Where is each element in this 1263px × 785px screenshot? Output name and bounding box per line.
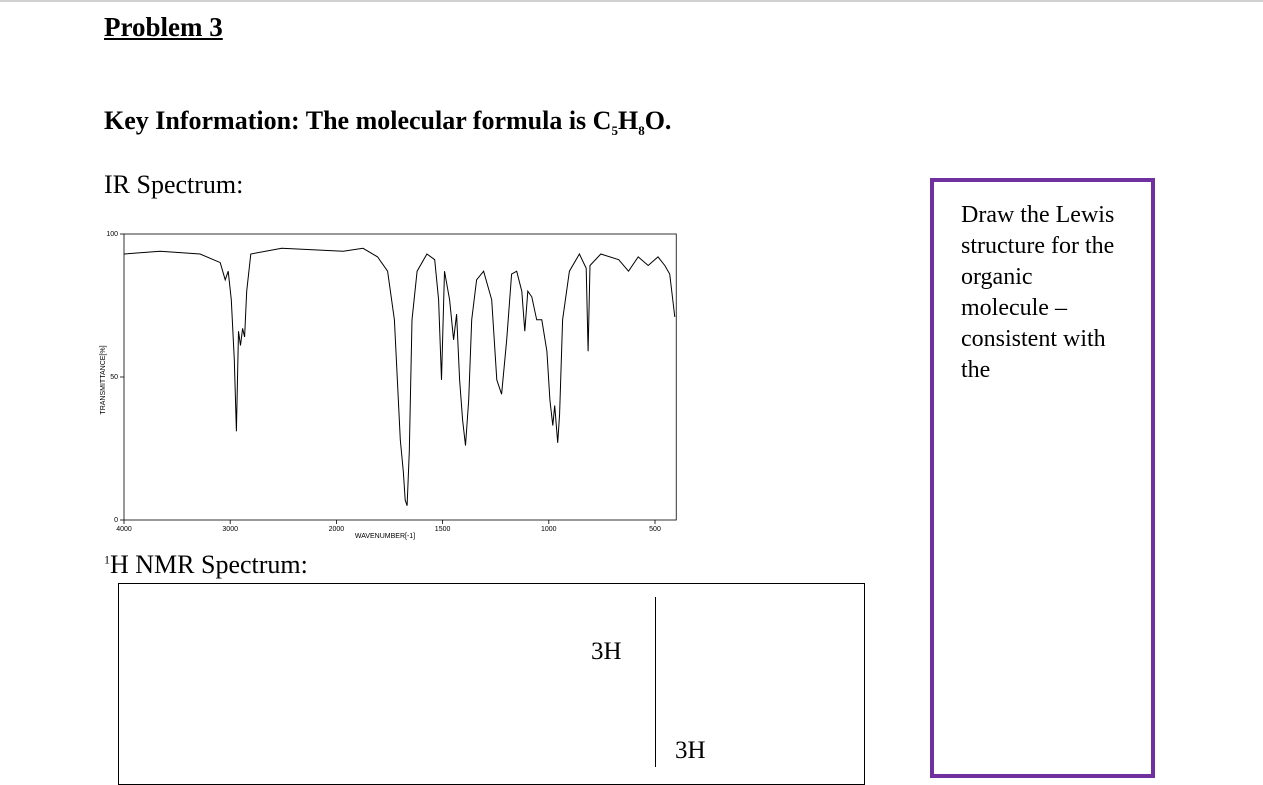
x-axis-label: WAVENUMBER[-1] — [355, 533, 415, 540]
lewis-text-line: the — [961, 357, 991, 383]
y-tick-label: 0 — [114, 517, 118, 524]
formula: C5H8O — [592, 106, 665, 139]
x-tick-label: 2000 — [329, 526, 345, 533]
element-symbol: H — [617, 106, 639, 135]
nmr-label: 3H — [675, 737, 706, 764]
lewis-text-line: consistent with — [961, 326, 1106, 352]
lewis-text-line: organic — [961, 264, 1033, 290]
element-symbol: C — [592, 106, 612, 135]
nmr-box — [118, 583, 865, 785]
lewis-text-line: structure for the — [961, 233, 1115, 259]
key-info: Key Information: The molecular formula i… — [104, 106, 671, 139]
x-tick-label: 1500 — [435, 526, 451, 533]
x-tick-label: 3000 — [222, 526, 238, 533]
nmr-heading: 1H NMR Spectrum: — [104, 550, 308, 580]
element-count: 5 — [611, 123, 618, 139]
lewis-box: Draw the Lewis structure for the organic mo… — [930, 178, 1155, 778]
lewis-text-line: molecule – — [961, 295, 1067, 321]
y-tick-label: 100 — [106, 231, 118, 238]
y-axis-label: TRANSMITTANCE[%] — [100, 345, 107, 414]
element-symbol: O — [644, 106, 665, 135]
ir-heading: IR Spectrum: — [104, 170, 244, 199]
nmr-label: 3H — [591, 638, 622, 665]
ir-chart: 0 50 100 4000 3000 2000 1500 1000 500 WAVENUMBER[… — [100, 231, 677, 540]
x-tick-label: 4000 — [116, 526, 132, 533]
element-count: 8 — [638, 123, 645, 139]
nmr-peak-line — [655, 597, 656, 767]
plot-frame — [123, 233, 677, 521]
nmr-heading-text: H NMR Spectrum: — [110, 550, 308, 579]
key-info-end: . — [664, 106, 672, 135]
x-tick-label: 1000 — [541, 526, 557, 533]
key-info-text: Key Information: The molecular formula i… — [104, 106, 587, 135]
x-tick-label: 500 — [649, 526, 661, 533]
lewis-text-line: Draw the Lewis — [961, 202, 1115, 228]
y-tick-label: 50 — [110, 374, 118, 381]
ir-trace — [123, 247, 676, 506]
problem-title: Problem 3 — [104, 12, 223, 42]
nmr-sup: 1 — [104, 552, 110, 567]
top-border — [0, 0, 1263, 2]
